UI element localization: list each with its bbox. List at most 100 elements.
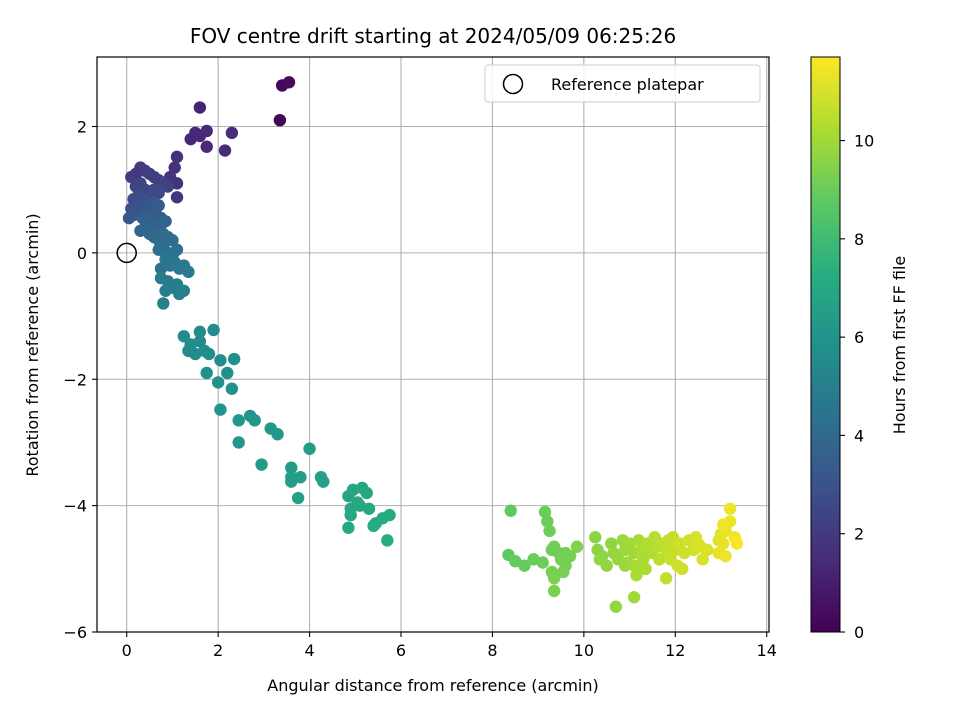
data-point bbox=[303, 442, 316, 455]
y-tick-label: −2 bbox=[63, 370, 87, 389]
data-point bbox=[342, 489, 355, 503]
data-point bbox=[543, 524, 556, 538]
data-point bbox=[609, 600, 623, 613]
data-point bbox=[344, 508, 357, 522]
data-point bbox=[225, 382, 239, 395]
x-axis-ticks: 0 2 4 6 8 10 12 14 bbox=[122, 632, 777, 660]
data-point bbox=[152, 186, 165, 200]
x-tick-label: 2 bbox=[213, 641, 223, 660]
data-point bbox=[618, 559, 632, 572]
y-tick-label: −6 bbox=[63, 623, 87, 642]
data-point bbox=[170, 243, 184, 256]
data-point bbox=[723, 502, 737, 515]
y-axis-ticks: −6 −4 −2 0 2 bbox=[63, 118, 97, 642]
data-point bbox=[383, 508, 396, 522]
chart-title: FOV centre drift starting at 2024/05/09 … bbox=[190, 24, 676, 48]
data-point bbox=[719, 549, 732, 563]
data-point bbox=[193, 129, 207, 143]
data-point bbox=[536, 556, 549, 569]
data-point bbox=[255, 458, 268, 471]
y-tick-label: 0 bbox=[77, 244, 87, 263]
x-tick-label: 6 bbox=[396, 641, 406, 660]
data-point bbox=[570, 540, 584, 553]
legend-label: Reference platepar bbox=[551, 75, 704, 94]
data-point bbox=[294, 470, 307, 484]
data-point bbox=[696, 553, 709, 566]
x-tick-label: 14 bbox=[757, 641, 777, 660]
data-point bbox=[166, 234, 179, 247]
data-point bbox=[182, 265, 195, 279]
data-point bbox=[367, 519, 380, 533]
data-point bbox=[170, 191, 184, 204]
data-point bbox=[271, 428, 284, 441]
data-point bbox=[207, 323, 220, 337]
x-axis-label: Angular distance from reference (arcmin) bbox=[267, 676, 598, 695]
data-point bbox=[291, 491, 305, 505]
legend: Reference platepar bbox=[484, 64, 761, 103]
data-point bbox=[639, 562, 652, 576]
x-tick-label: 12 bbox=[665, 641, 685, 660]
data-point bbox=[659, 572, 673, 585]
y-tick-label: 2 bbox=[77, 118, 87, 137]
data-point bbox=[232, 414, 245, 427]
y-tick-label: −4 bbox=[63, 497, 87, 516]
grid bbox=[97, 57, 769, 633]
data-point bbox=[159, 215, 172, 228]
data-point bbox=[214, 403, 227, 416]
data-point bbox=[161, 180, 175, 193]
data-point bbox=[547, 572, 561, 585]
data-point bbox=[159, 284, 172, 297]
data-point bbox=[605, 537, 618, 550]
data-point bbox=[282, 76, 296, 89]
data-point bbox=[717, 518, 730, 531]
plot-frame bbox=[96, 56, 770, 633]
data-point bbox=[200, 140, 213, 153]
data-point bbox=[202, 347, 216, 361]
data-point bbox=[177, 284, 191, 297]
colorbar-tick-label: 0 bbox=[854, 623, 864, 642]
data-point bbox=[630, 568, 643, 582]
data-point bbox=[248, 414, 261, 427]
data-point bbox=[200, 366, 213, 380]
data-point bbox=[717, 537, 730, 550]
data-point bbox=[730, 537, 744, 550]
colorbar-ticks: 0 2 4 6 8 10 bbox=[840, 132, 874, 642]
data-point bbox=[168, 161, 181, 174]
data-point bbox=[227, 352, 241, 366]
data-point bbox=[193, 325, 207, 339]
data-point bbox=[504, 504, 517, 517]
data-point bbox=[637, 553, 650, 566]
data-point bbox=[701, 543, 714, 557]
legend-marker-circle bbox=[502, 73, 524, 95]
data-point bbox=[659, 543, 673, 557]
x-tick-label: 8 bbox=[487, 641, 497, 660]
data-point bbox=[653, 553, 666, 566]
data-point bbox=[362, 502, 376, 515]
colorbar: 0 2 4 6 8 10 Hours from first FF file bbox=[810, 56, 909, 642]
data-point bbox=[214, 354, 227, 367]
colorbar-tick-label: 8 bbox=[854, 230, 864, 249]
data-point bbox=[193, 101, 207, 114]
data-point bbox=[627, 559, 641, 572]
data-point bbox=[360, 486, 373, 500]
data-point bbox=[547, 584, 561, 598]
data-point bbox=[193, 335, 207, 348]
data-point bbox=[518, 559, 531, 572]
data-point bbox=[232, 436, 245, 449]
data-point bbox=[541, 515, 554, 528]
data-point bbox=[627, 591, 641, 604]
data-point bbox=[691, 537, 705, 550]
reference-platepar-marker bbox=[116, 242, 137, 264]
data-point bbox=[557, 565, 570, 579]
data-point bbox=[600, 559, 613, 572]
data-point bbox=[342, 521, 355, 534]
colorbar-gradient bbox=[810, 56, 841, 633]
x-tick-label: 10 bbox=[574, 641, 594, 660]
data-point bbox=[211, 376, 225, 389]
legend-box bbox=[484, 64, 761, 103]
data-point bbox=[170, 150, 184, 164]
data-point bbox=[675, 562, 689, 576]
y-axis-label: Rotation from reference (arcmin) bbox=[23, 213, 42, 476]
colorbar-tick-label: 4 bbox=[854, 426, 864, 445]
data-point bbox=[273, 113, 287, 127]
